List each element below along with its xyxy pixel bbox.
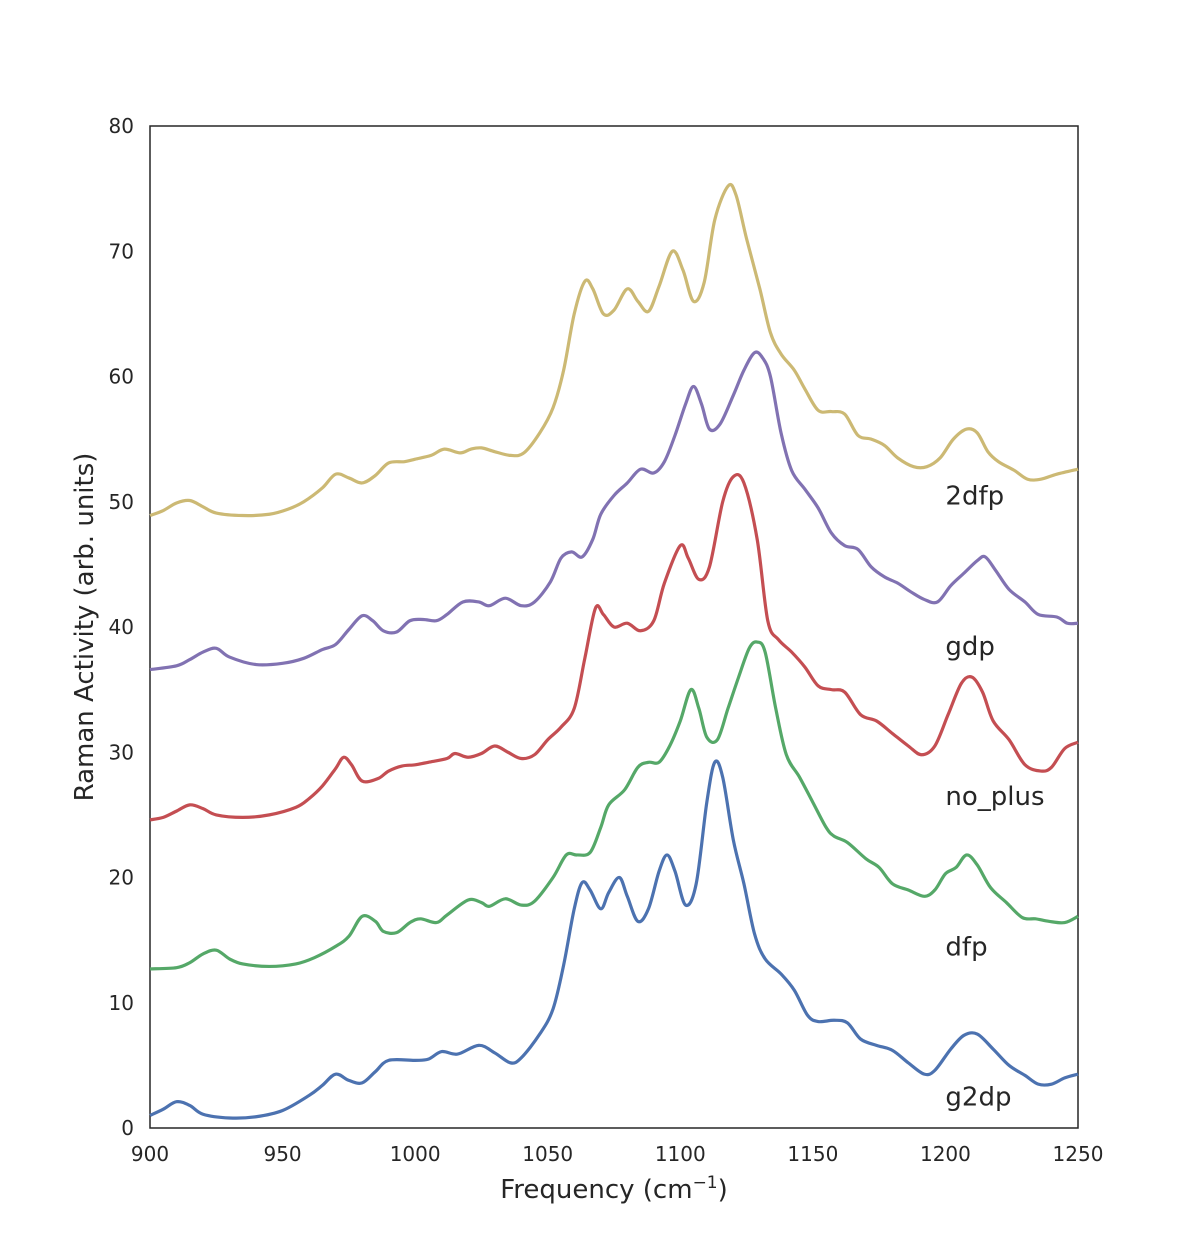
y-tick-label: 60 — [109, 365, 134, 389]
y-tick-label: 70 — [109, 239, 134, 263]
series-line-2dfp — [149, 182, 1079, 518]
series-label-layer: g2dp dfp no_plus gdp 2dfp — [945, 481, 1044, 1112]
y-axis-ticks: 0 10 20 30 40 50 60 70 80 — [109, 114, 134, 1140]
y-tick-label: 50 — [109, 490, 134, 514]
series-label-gdp: gdp — [945, 632, 995, 662]
y-tick-label: 10 — [109, 991, 134, 1015]
x-tick-label: 1200 — [920, 1142, 971, 1166]
y-tick-label: 40 — [109, 615, 134, 639]
series-label-no-plus: no_plus — [945, 782, 1044, 812]
x-tick-label: 1050 — [522, 1142, 573, 1166]
x-axis-label-superscript: −1 — [693, 1173, 718, 1193]
series-line-g2dp — [149, 759, 1079, 1120]
y-tick-label: 20 — [109, 866, 134, 890]
plot-frame — [149, 125, 1079, 1129]
x-tick-label: 950 — [263, 1142, 301, 1166]
x-axis-label-end: ) — [718, 1175, 728, 1205]
x-tick-label: 1000 — [390, 1142, 441, 1166]
y-tick-label: 30 — [109, 740, 134, 764]
x-axis-label-text: Frequency (cm — [500, 1175, 692, 1205]
series-line-dfp — [149, 640, 1079, 971]
series-label-dfp: dfp — [945, 932, 987, 962]
plot-area: g2dp dfp no_plus gdp 2dfp — [149, 125, 1079, 1129]
y-tick-label: 0 — [121, 1116, 134, 1140]
x-tick-label: 1250 — [1053, 1142, 1104, 1166]
series-layer — [149, 182, 1079, 1120]
series-line-gdp — [149, 350, 1079, 672]
y-axis-label: Raman Activity (arb. units) — [70, 453, 100, 802]
y-tick-label: 80 — [109, 114, 134, 138]
x-axis-ticks: 900 950 1000 1050 1100 1150 1200 1250 — [131, 1142, 1104, 1166]
x-axis-label: Frequency (cm−1) — [500, 1173, 728, 1205]
series-line-no-plus — [149, 472, 1079, 822]
series-label-2dfp: 2dfp — [945, 481, 1004, 511]
x-tick-label: 1150 — [787, 1142, 838, 1166]
x-tick-label: 1100 — [655, 1142, 706, 1166]
x-tick-label: 900 — [131, 1142, 169, 1166]
series-label-g2dp: g2dp — [945, 1083, 1011, 1113]
